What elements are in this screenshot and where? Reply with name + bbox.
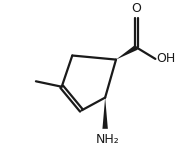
Polygon shape xyxy=(116,45,138,60)
Text: OH: OH xyxy=(156,52,175,65)
Polygon shape xyxy=(102,98,108,129)
Text: NH₂: NH₂ xyxy=(96,133,120,146)
Text: O: O xyxy=(131,2,141,15)
